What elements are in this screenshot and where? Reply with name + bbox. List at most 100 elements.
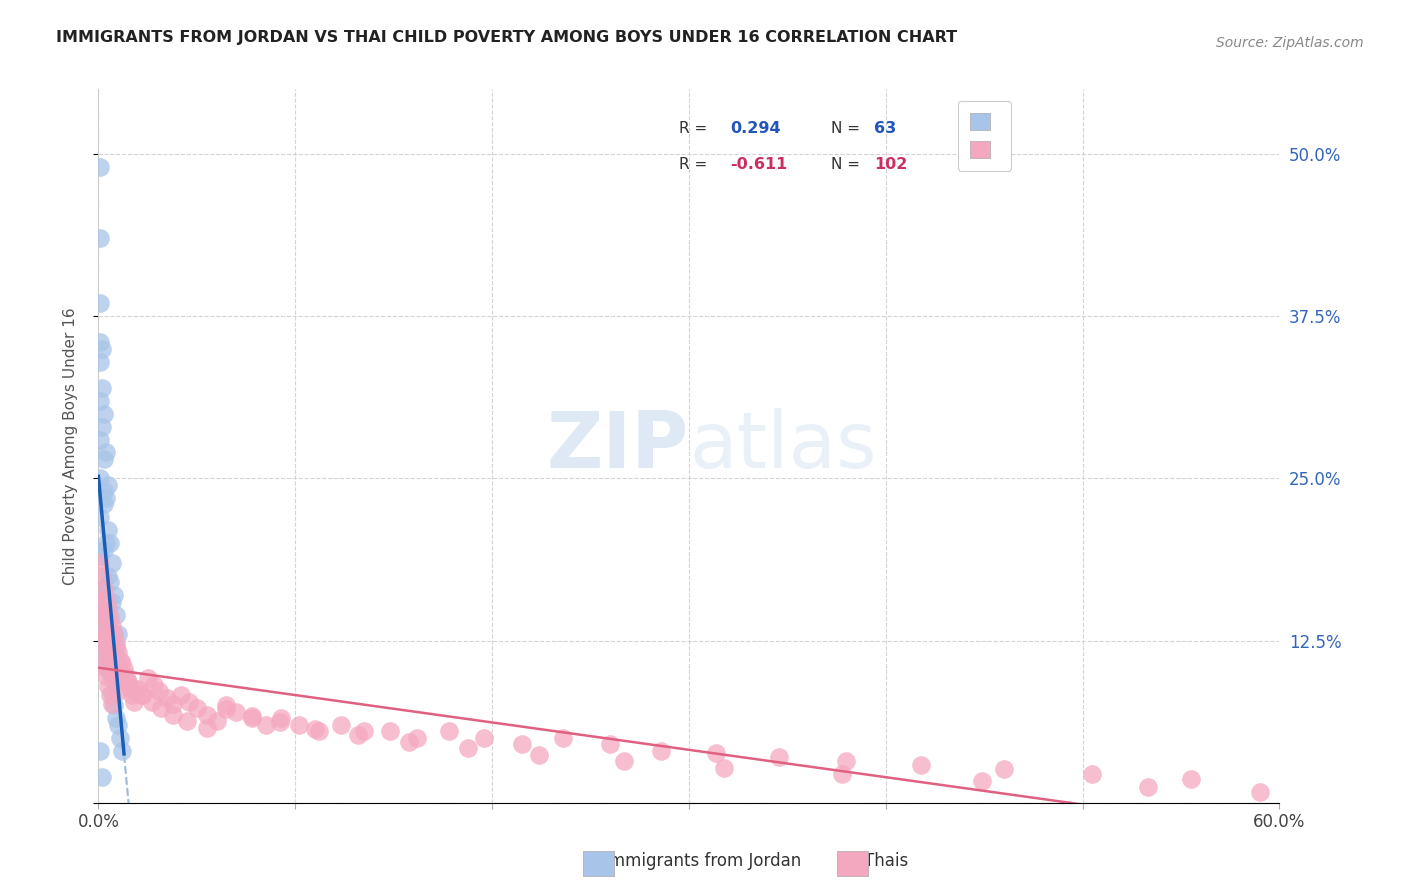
Point — [101, 556, 124, 570]
Point — [551, 731, 574, 745]
Point — [91, 381, 114, 395]
Point — [89, 595, 111, 609]
Point — [89, 627, 111, 641]
Point — [93, 497, 115, 511]
Point — [215, 702, 238, 716]
Legend: , : , — [957, 101, 1011, 170]
Point — [176, 714, 198, 728]
Point — [186, 701, 208, 715]
Point — [240, 711, 263, 725]
Point — [101, 697, 124, 711]
Point — [205, 714, 228, 728]
Point — [240, 709, 263, 723]
Point — [96, 445, 118, 459]
Point — [353, 724, 375, 739]
Point — [97, 614, 120, 628]
Point — [89, 588, 111, 602]
Point — [91, 582, 114, 596]
Point — [111, 744, 134, 758]
Point — [131, 688, 153, 702]
Point — [96, 595, 118, 609]
Point — [101, 658, 124, 673]
Point — [613, 754, 636, 768]
Point — [105, 656, 128, 670]
Point — [1081, 767, 1104, 781]
Point — [107, 645, 129, 659]
Point — [89, 647, 111, 661]
Point — [101, 619, 124, 633]
Point — [97, 568, 120, 582]
Point — [111, 656, 134, 670]
Point — [91, 647, 114, 661]
Point — [195, 707, 218, 722]
Text: IMMIGRANTS FROM JORDAN VS THAI CHILD POVERTY AMONG BOYS UNDER 16 CORRELATION CHA: IMMIGRANTS FROM JORDAN VS THAI CHILD POV… — [56, 29, 957, 45]
Text: N =: N = — [831, 121, 859, 136]
Point — [105, 640, 128, 654]
Point — [91, 582, 114, 596]
Point — [98, 688, 121, 702]
Point — [117, 675, 139, 690]
Point — [91, 607, 114, 622]
Point — [122, 695, 145, 709]
Point — [108, 653, 131, 667]
Point — [270, 711, 292, 725]
Text: ZIP: ZIP — [547, 408, 689, 484]
Point — [103, 627, 125, 641]
Point — [93, 452, 115, 467]
Point — [457, 741, 479, 756]
Point — [105, 675, 128, 690]
Point — [89, 296, 111, 310]
Point — [89, 556, 111, 570]
Point — [225, 705, 247, 719]
Point — [170, 688, 193, 702]
Point — [112, 662, 135, 676]
Point — [115, 668, 138, 682]
Point — [93, 484, 115, 499]
Text: Immigrants from Jordan: Immigrants from Jordan — [605, 852, 801, 870]
Point — [96, 536, 118, 550]
Point — [98, 536, 121, 550]
Point — [103, 588, 125, 602]
Point — [148, 684, 170, 698]
Point — [118, 681, 141, 696]
Point — [89, 335, 111, 350]
Point — [162, 697, 184, 711]
Point — [650, 744, 672, 758]
Point — [93, 659, 115, 673]
Point — [89, 510, 111, 524]
Text: Source: ZipAtlas.com: Source: ZipAtlas.com — [1216, 36, 1364, 50]
Point — [91, 419, 114, 434]
Point — [308, 724, 330, 739]
Point — [195, 721, 218, 735]
Point — [599, 738, 621, 752]
Point — [93, 621, 115, 635]
Point — [107, 662, 129, 676]
Point — [831, 767, 853, 781]
Point — [93, 595, 115, 609]
Point — [768, 750, 790, 764]
Point — [108, 731, 131, 745]
Point — [93, 542, 115, 557]
Point — [93, 407, 115, 421]
Point — [97, 653, 120, 667]
Point — [98, 638, 121, 652]
Point — [910, 758, 932, 772]
Point — [142, 678, 165, 692]
Point — [835, 754, 858, 768]
Point — [269, 715, 291, 730]
Y-axis label: Child Poverty Among Boys Under 16: Child Poverty Among Boys Under 16 — [63, 307, 77, 585]
Point — [101, 642, 124, 657]
Point — [1180, 772, 1202, 787]
Point — [150, 701, 173, 715]
Point — [101, 685, 124, 699]
Point — [103, 627, 125, 641]
Point — [107, 666, 129, 681]
Point — [96, 668, 118, 682]
Point — [329, 718, 352, 732]
Point — [89, 601, 111, 615]
Point — [91, 770, 114, 784]
Point — [117, 675, 139, 690]
Point — [96, 591, 118, 605]
Text: Thais: Thais — [863, 852, 908, 870]
Point — [91, 621, 114, 635]
